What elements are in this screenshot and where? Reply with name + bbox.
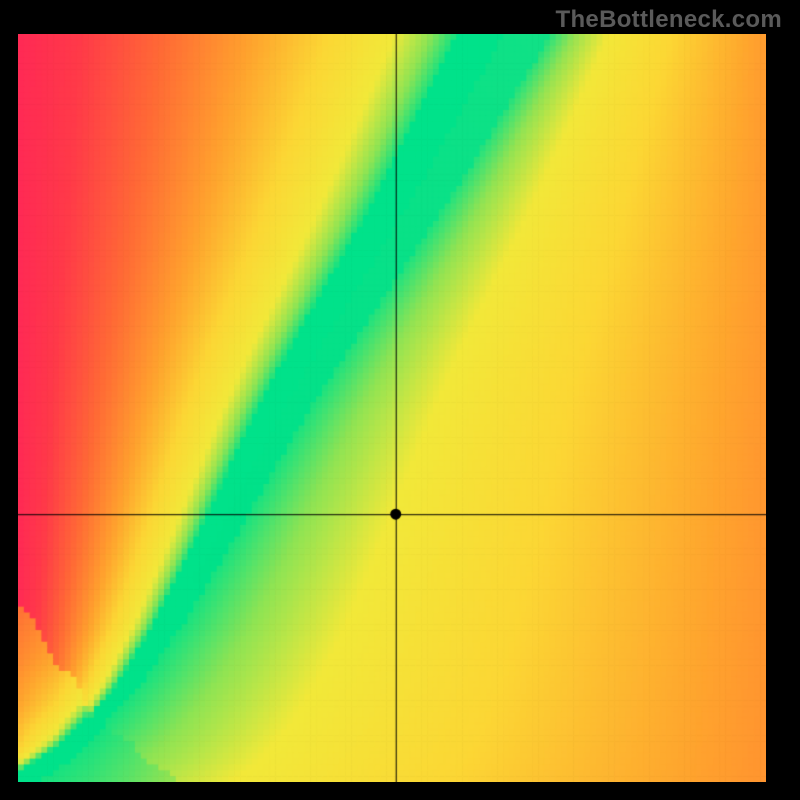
watermark-text: TheBottleneck.com bbox=[556, 6, 782, 34]
bottleneck-heatmap bbox=[18, 34, 766, 782]
chart-container: TheBottleneck.com bbox=[0, 0, 800, 800]
